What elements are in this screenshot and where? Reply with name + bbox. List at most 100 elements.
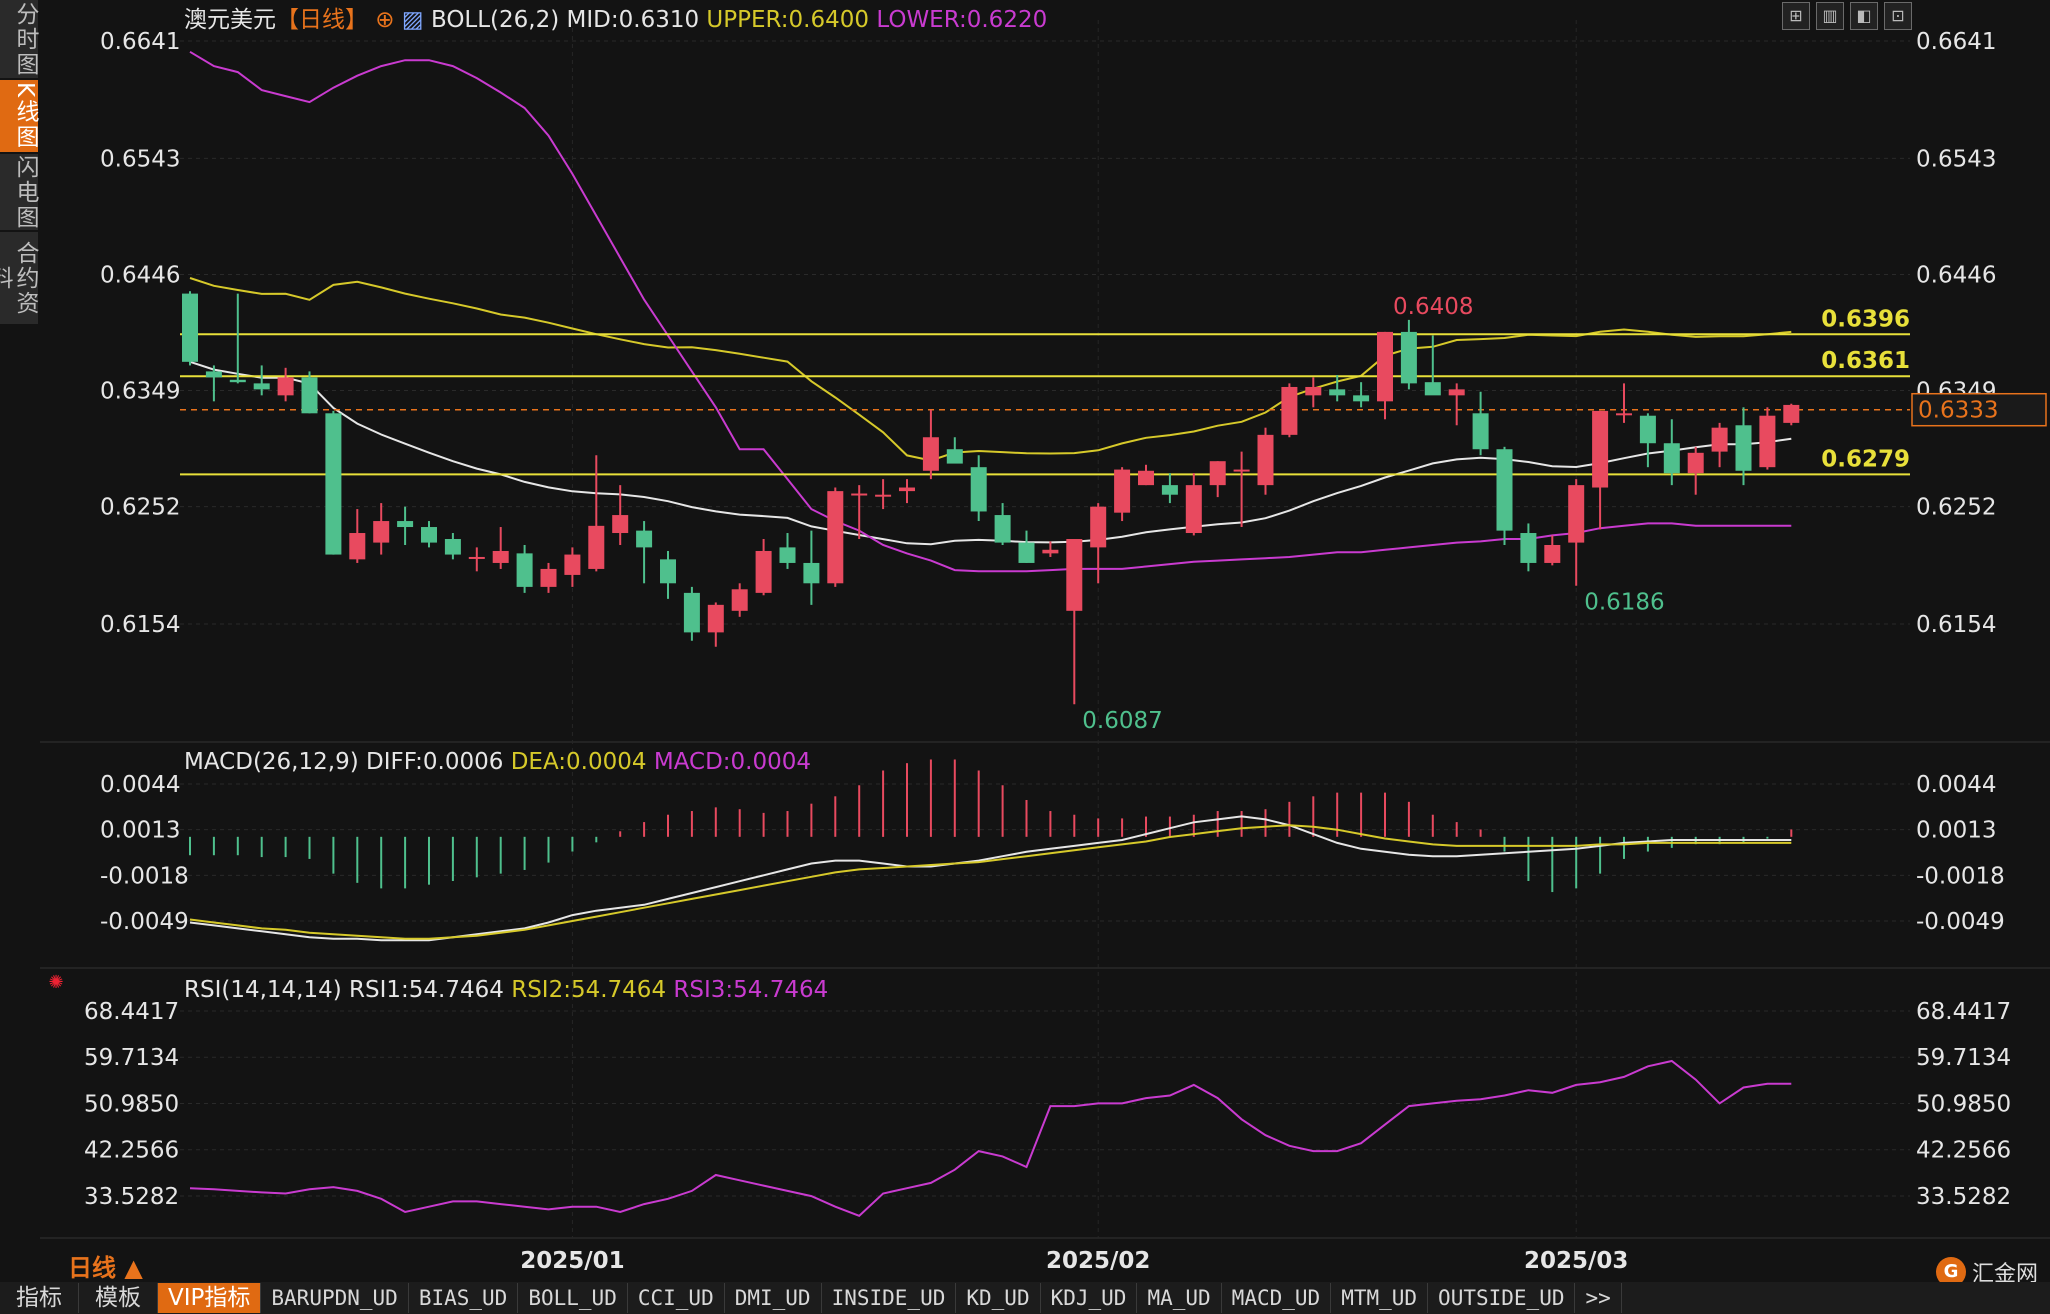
candle-body[interactable] <box>1568 485 1585 543</box>
candle-body[interactable] <box>1161 485 1178 495</box>
view-sidebar: 分时图K线图闪电图合约资料 <box>0 0 40 430</box>
sidebar-tab-0[interactable]: 分时图 <box>0 0 38 80</box>
candle-body[interactable] <box>253 383 270 390</box>
candle-body[interactable] <box>851 493 868 496</box>
candle-body[interactable] <box>1448 389 1465 396</box>
candle-body[interactable] <box>1711 427 1728 452</box>
candle-body[interactable] <box>1759 415 1776 468</box>
candle-body[interactable] <box>1090 506 1107 548</box>
candle-body[interactable] <box>1018 542 1035 563</box>
candlestick-icon[interactable]: ◧ <box>1850 2 1878 30</box>
candle-body[interactable] <box>1496 449 1513 531</box>
candle-body[interactable] <box>899 487 915 492</box>
candle-body[interactable] <box>970 467 987 512</box>
candle-body[interactable] <box>1424 382 1441 396</box>
candle-body[interactable] <box>182 293 198 362</box>
candle-body[interactable] <box>1687 452 1704 474</box>
main-y-tick-left: 0.6446 <box>100 262 180 288</box>
indicator-tab-14[interactable]: OUTSIDE_UD <box>1428 1283 1576 1313</box>
candle-body[interactable] <box>1377 331 1393 402</box>
candle-body[interactable] <box>1257 434 1274 486</box>
candle-body[interactable] <box>373 521 390 543</box>
bar-chart-icon[interactable]: ▥ <box>1816 2 1844 30</box>
candle-body[interactable] <box>397 521 414 528</box>
candle-body[interactable] <box>1544 544 1561 563</box>
candle-body[interactable] <box>755 550 772 593</box>
candle-body[interactable] <box>1138 470 1154 486</box>
candle-body[interactable] <box>492 550 509 563</box>
candle-body[interactable] <box>540 568 557 587</box>
candle-body[interactable] <box>1639 415 1656 444</box>
candle-body[interactable] <box>229 379 246 383</box>
candle-body[interactable] <box>707 604 724 633</box>
indicator-tab-9[interactable]: KD_UD <box>956 1283 1041 1313</box>
candle-body[interactable] <box>994 515 1011 543</box>
indicator-tab-10[interactable]: KDJ_UD <box>1041 1283 1138 1313</box>
period-selector[interactable]: 日线 ▲ <box>68 1254 143 1282</box>
candle-body[interactable] <box>444 539 461 555</box>
indicator-tab-12[interactable]: MACD_UD <box>1222 1283 1332 1313</box>
candle-body[interactable] <box>922 437 939 471</box>
candle-body[interactable] <box>636 530 653 548</box>
candle-body[interactable] <box>588 525 605 569</box>
indicator-tab-1[interactable]: 模板 <box>79 1283 158 1313</box>
candle-body[interactable] <box>803 562 820 584</box>
indicator-tab-4[interactable]: BIAS_UD <box>409 1283 519 1313</box>
candle-body[interactable] <box>564 554 581 575</box>
indicator-tab-15[interactable]: >> <box>1575 1283 1622 1313</box>
candle-body[interactable] <box>1185 485 1202 534</box>
candle-body[interactable] <box>875 494 892 497</box>
macd-y-tick-right: 0.0044 <box>1916 772 1996 798</box>
sidebar-tab-1[interactable]: K线图 <box>0 80 38 154</box>
candle-body[interactable] <box>946 449 963 464</box>
indicator-tab-11[interactable]: MA_UD <box>1137 1283 1222 1313</box>
candle-body[interactable] <box>1114 469 1131 513</box>
indicator-tab-2[interactable]: VIP指标 <box>158 1283 262 1313</box>
candle-body[interactable] <box>1042 549 1059 554</box>
candle-body[interactable] <box>1616 413 1632 416</box>
indicator-tab-6[interactable]: CCI_UD <box>628 1283 725 1313</box>
candle-body[interactable] <box>1305 386 1322 396</box>
indicator-tab-8[interactable]: INSIDE_UD <box>822 1283 957 1313</box>
indicator-tab-0[interactable]: 指标 <box>0 1283 79 1313</box>
candle-body[interactable] <box>779 547 796 563</box>
indicator-tab-5[interactable]: BOLL_UD <box>518 1283 628 1313</box>
candle-body[interactable] <box>325 413 342 555</box>
candle-body[interactable] <box>1520 533 1537 563</box>
candle-body[interactable] <box>1472 413 1489 450</box>
candle-body[interactable] <box>1735 425 1752 471</box>
candle-body[interactable] <box>683 592 700 633</box>
macd-y-tick-right: -0.0018 <box>1916 863 2005 889</box>
main-y-tick-left: 0.6641 <box>100 29 180 55</box>
candle-body[interactable] <box>421 527 437 543</box>
candle-body[interactable] <box>1400 331 1417 384</box>
candle-body[interactable] <box>731 589 748 611</box>
candle-body[interactable] <box>1066 539 1083 611</box>
candle-body[interactable] <box>660 559 676 584</box>
candle-body[interactable] <box>1592 410 1609 488</box>
candle-body[interactable] <box>612 515 629 534</box>
indicator-tab-7[interactable]: DMI_UD <box>725 1283 822 1313</box>
crosshair-icon[interactable]: ⊞ <box>1782 2 1810 30</box>
candle-body[interactable] <box>301 377 318 414</box>
line-chart-icon[interactable]: ⊡ <box>1884 2 1912 30</box>
sidebar-tab-3[interactable]: 合约资料 <box>0 232 38 326</box>
candle-body[interactable] <box>277 377 294 396</box>
candle-body[interactable] <box>468 556 485 559</box>
sidebar-tab-2[interactable]: 闪电图 <box>0 154 38 232</box>
candle-body[interactable] <box>1233 469 1250 472</box>
candle-body[interactable] <box>516 553 533 587</box>
candle-body[interactable] <box>1353 395 1370 402</box>
candle-body[interactable] <box>1209 461 1226 486</box>
candle-body[interactable] <box>1281 386 1298 435</box>
candle-body[interactable] <box>1329 389 1346 396</box>
candle-body[interactable] <box>1783 404 1800 423</box>
candle-body[interactable] <box>1663 443 1680 474</box>
indicator-tab-3[interactable]: BARUPDN_UD <box>261 1283 409 1313</box>
candle-body[interactable] <box>349 533 366 560</box>
indicator-tab-13[interactable]: MTM_UD <box>1331 1283 1429 1313</box>
settings-icon[interactable]: ✺ <box>48 972 64 993</box>
candle-body[interactable] <box>827 491 844 584</box>
candle-body[interactable] <box>205 371 222 378</box>
